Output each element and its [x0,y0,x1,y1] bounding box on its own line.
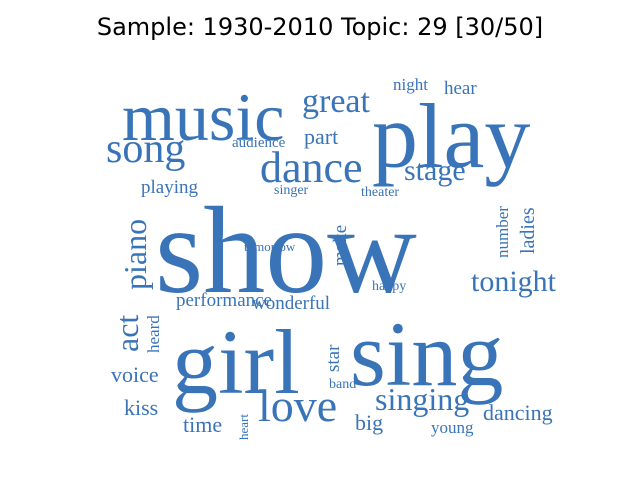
word-wonderful: ladies [517,207,539,254]
word-hear: act [109,315,145,352]
word-play: play [372,85,530,187]
word-tonight: piano [117,219,153,290]
word-heard: band [329,377,356,392]
word-music: music [122,79,284,155]
word-tomorrow: singer [274,183,309,198]
word-big: happy [372,279,406,294]
word-act: kiss [124,395,158,420]
word-heart: dancing [483,400,553,425]
word-voice: make [330,225,351,266]
word-singing: singing [375,381,469,417]
word-happy: number [493,206,512,258]
word-dancing: star [323,344,344,372]
word-sing: sing [350,303,503,405]
word-ladies: big [355,410,383,435]
word-love: love [258,380,337,431]
word-night: tonight [471,265,557,298]
word-piano: voice [111,362,159,387]
word-dance: dance [260,143,363,192]
word-performance: theater [361,185,399,200]
word-time: wonderful [252,293,330,314]
word-audience: hear [444,78,477,99]
word-singer: audience [232,135,286,151]
word-star: young [431,418,474,437]
word-girl: girl [172,311,300,413]
word-song: song [106,126,185,172]
word-great: great [302,83,371,120]
word-show: show [155,182,417,319]
word-make: time [183,412,222,437]
word-kiss: tomorrow [244,239,296,254]
word-playing: part [304,124,338,149]
word-band: performance [176,290,272,311]
word-stage: stage [404,154,466,187]
word-part: night [393,75,428,94]
word-theater: playing [141,177,198,198]
plot-title: Sample: 1930-2010 Topic: 29 [30/50] [96,13,544,41]
word-number: heart [236,414,251,440]
word-young: heard [144,315,163,353]
